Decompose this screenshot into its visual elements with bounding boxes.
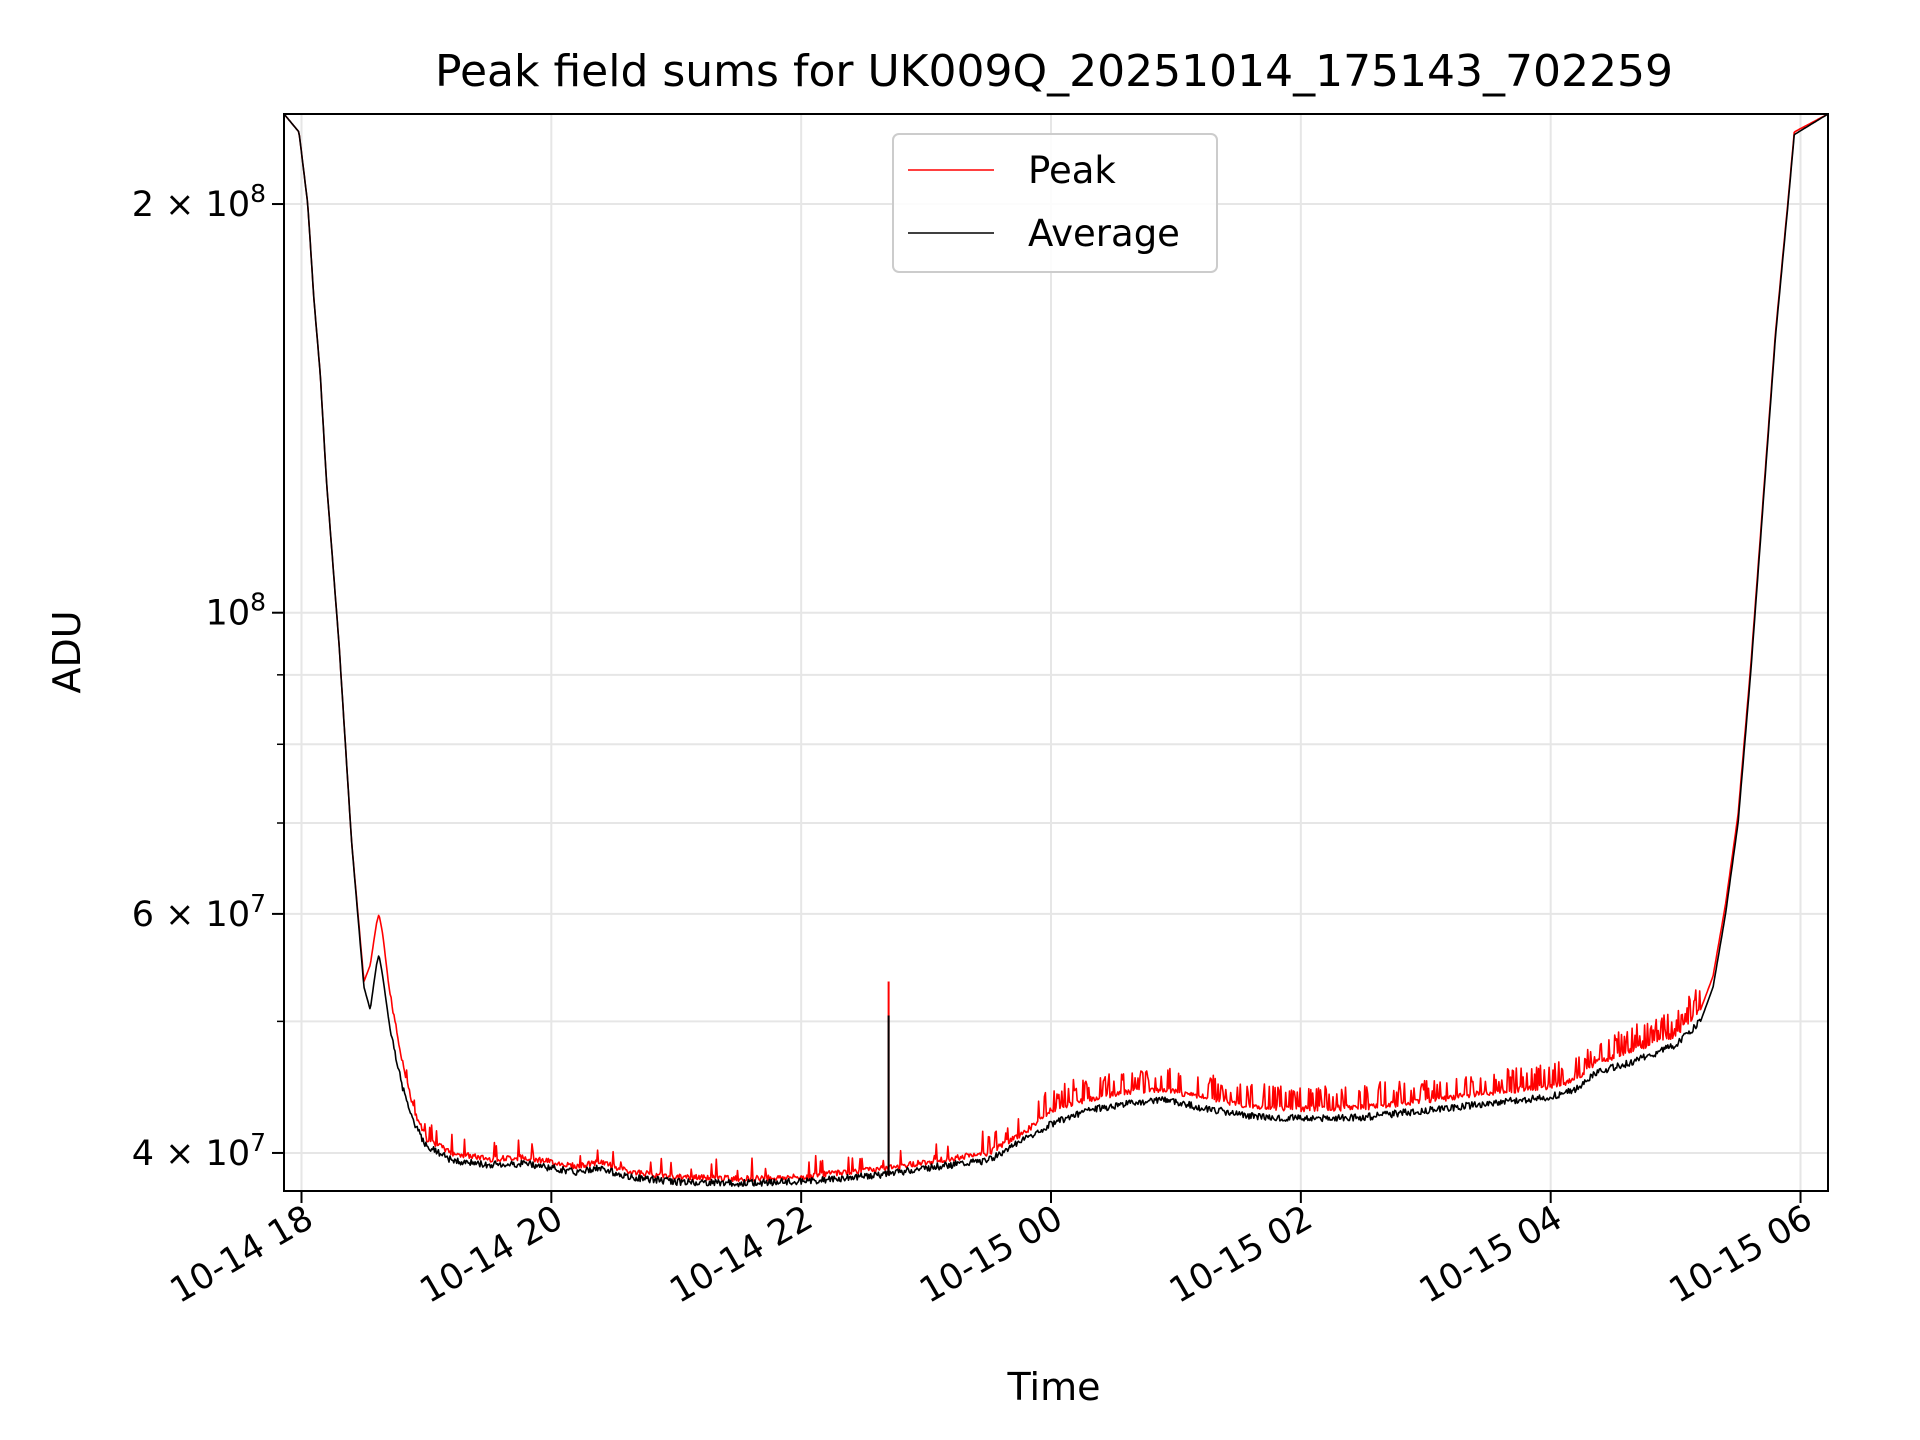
y-tick-label: 2 × 108 bbox=[132, 179, 266, 225]
y-tick-exponent: 7 bbox=[250, 1128, 266, 1157]
y-tick-exponent: 7 bbox=[250, 889, 266, 918]
series-line-average bbox=[284, 114, 1828, 1188]
legend-frame bbox=[892, 133, 1218, 273]
y-tick-exponent: 8 bbox=[250, 588, 266, 617]
legend-label-peak: Peak bbox=[1028, 149, 1116, 192]
series-group bbox=[284, 114, 1828, 1188]
series-layer bbox=[284, 114, 1828, 1188]
x-axis-label: Time bbox=[1007, 1365, 1101, 1409]
legend: Peak Average bbox=[892, 133, 1218, 273]
series-line-peak bbox=[284, 114, 1828, 1183]
y-tick-label: 4 × 107 bbox=[132, 1128, 266, 1174]
y-tick-label: 6 × 107 bbox=[132, 889, 266, 935]
y-axis-label: ADU bbox=[45, 610, 89, 693]
plot-frame bbox=[283, 113, 1829, 1192]
y-tick-exponent: 8 bbox=[250, 179, 266, 208]
chart-title: Peak field sums for UK009Q_20251014_1751… bbox=[435, 46, 1673, 97]
legend-label-average: Average bbox=[1028, 212, 1180, 255]
y-tick-label: 108 bbox=[206, 588, 266, 634]
